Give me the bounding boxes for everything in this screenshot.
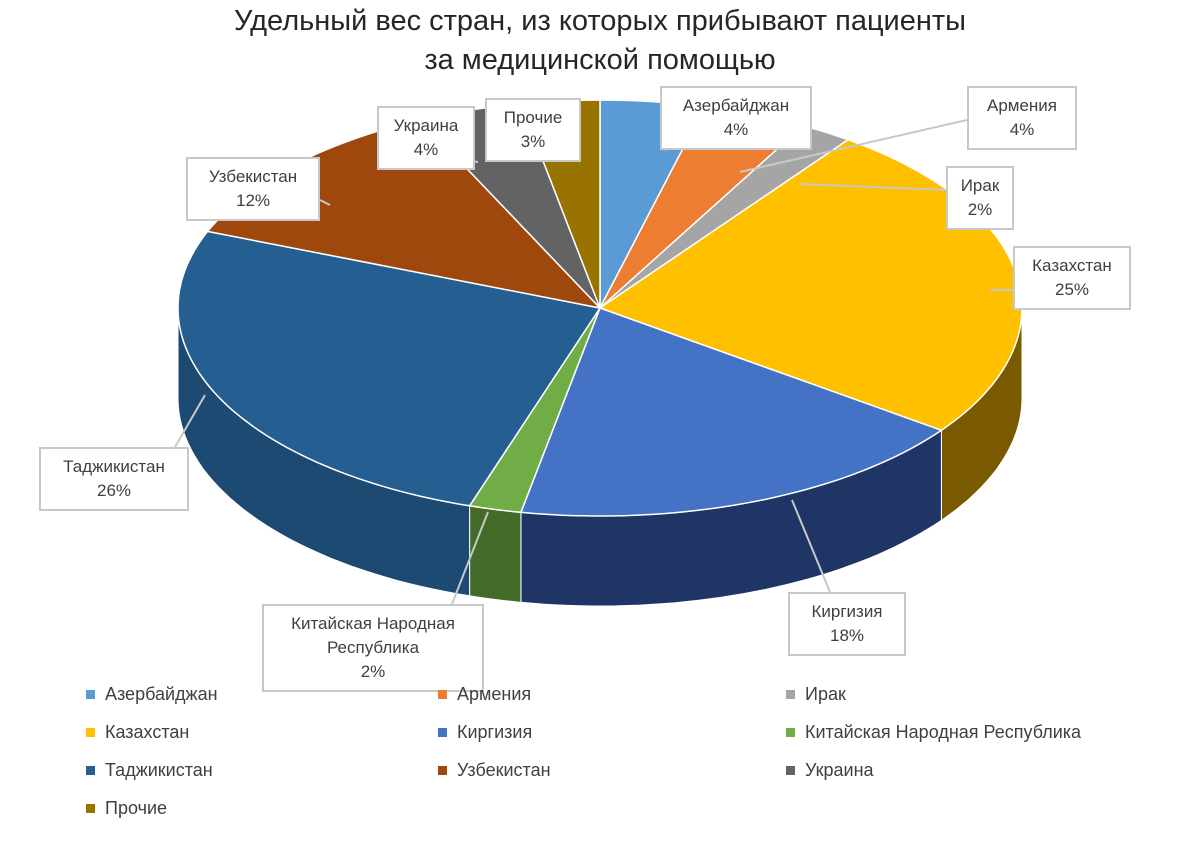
legend-item-azerbaijan: Азербайджан	[86, 684, 218, 705]
legend-label: Армения	[457, 684, 532, 704]
legend-label: Казахстан	[105, 722, 190, 742]
callout-label: Китайская Народная	[291, 614, 455, 633]
callout-azerbaijan: Азербайджан 4%	[660, 86, 812, 150]
callout-value: 4%	[723, 120, 749, 139]
callout-label: Узбекистан	[208, 167, 298, 186]
callout-label: Казахстан	[1032, 256, 1112, 275]
legend-label: Киргизия	[457, 722, 533, 742]
callout-value: 12%	[235, 191, 271, 210]
legend-item-ukraine: Украина	[786, 760, 874, 781]
legend-swatch	[786, 766, 795, 775]
legend-label: Прочие	[105, 798, 168, 818]
callout-tajikistan: Таджикистан 26%	[39, 447, 189, 511]
legend-item-tajikistan: Таджикистан	[86, 760, 213, 781]
legend-label: Ирак	[805, 684, 846, 704]
legend-swatch	[86, 766, 95, 775]
legend-swatch	[86, 728, 95, 737]
callout-value: 2%	[967, 200, 993, 219]
pie-slice-4	[519, 307, 944, 517]
callout-uzbekistan: Узбекистан 12%	[186, 157, 320, 221]
chart-title-line-1: Удельный вес стран, из которых прибывают…	[233, 5, 967, 37]
legend-swatch	[438, 766, 447, 775]
legend-item-china: Китайская Народная Республика	[786, 722, 1081, 743]
legend-swatch	[86, 690, 95, 699]
callout-value: 4%	[413, 140, 439, 159]
legend-item-armenia: Армения	[438, 684, 531, 705]
legend-item-other: Прочие	[86, 798, 167, 819]
legend: Азербайджан Армения Ирак Казахстан Кирги…	[86, 680, 1166, 830]
leader-line-1	[739, 119, 968, 173]
leader-line-7	[319, 199, 331, 206]
legend-swatch	[786, 690, 795, 699]
callout-label: Азербайджан	[682, 96, 790, 115]
callout-iraq: Ирак 2%	[946, 166, 1014, 230]
pie-sides	[177, 307, 1023, 607]
callout-value: 25%	[1054, 280, 1090, 299]
leader-line-2	[799, 183, 947, 191]
chart-title: Удельный вес стран, из которых прибывают…	[0, 2, 1200, 80]
legend-label: Китайская Народная Республика	[805, 722, 1082, 742]
callout-label: Ирак	[960, 176, 1000, 195]
legend-label: Узбекистан	[457, 760, 551, 780]
callout-kazakhstan: Казахстан 25%	[1013, 246, 1131, 310]
legend-label: Украина	[805, 760, 874, 780]
legend-item-uzbekistan: Узбекистан	[438, 760, 551, 781]
pie-slice-5	[468, 307, 601, 514]
legend-swatch	[438, 728, 447, 737]
callout-label: Таджикистан	[63, 457, 165, 476]
legend-item-kazakhstan: Казахстан	[86, 722, 189, 743]
callout-china: Китайская Народная Республика 2%	[262, 604, 484, 692]
callout-value: 4%	[1009, 120, 1035, 139]
callout-label: Армения	[986, 96, 1058, 115]
callout-armenia: Армения 4%	[967, 86, 1077, 150]
chart-title-line-2: за медицинской помощью	[424, 44, 776, 76]
legend-label: Таджикистан	[105, 760, 213, 780]
leader-line-5	[451, 511, 489, 605]
callout-label: Украина	[393, 116, 459, 135]
callout-label: Прочие	[503, 108, 563, 127]
callout-other: Прочие 3%	[485, 98, 581, 162]
leader-line-4	[791, 499, 831, 593]
callout-kyrgyzstan: Киргизия 18%	[788, 592, 906, 656]
legend-swatch	[438, 690, 447, 699]
callout-value: 2%	[360, 662, 386, 681]
legend-item-iraq: Ирак	[786, 684, 846, 705]
callout-value: 26%	[96, 481, 132, 500]
callout-value: 18%	[829, 626, 865, 645]
pie-side-5	[469, 505, 522, 603]
legend-label: Азербайджан	[105, 684, 218, 704]
leader-lines	[174, 119, 1013, 605]
callout-label: Киргизия	[811, 602, 883, 621]
pie-slice-6	[177, 230, 602, 507]
legend-item-kyrgyzstan: Киргизия	[438, 722, 532, 743]
callout-value: 3%	[520, 132, 546, 151]
callout-ukraine: Украина 4%	[377, 106, 475, 170]
callout-label-2: Республика	[326, 638, 420, 657]
legend-swatch	[86, 804, 95, 813]
legend-swatch	[786, 728, 795, 737]
leader-line-6	[174, 394, 206, 448]
